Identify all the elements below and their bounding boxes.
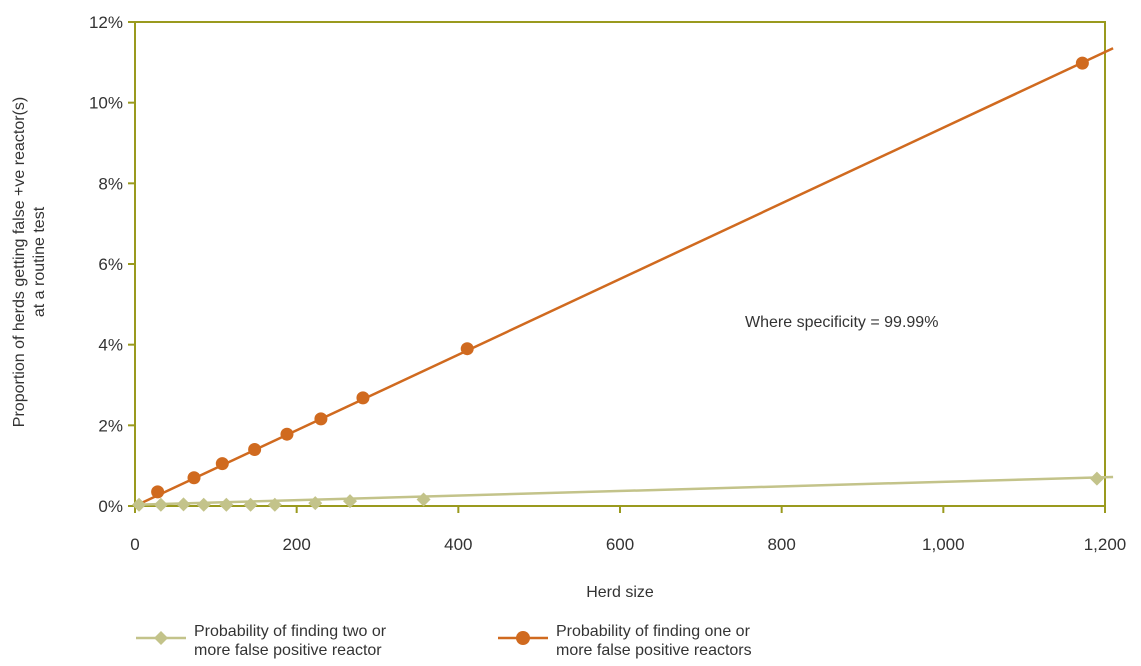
y-tick-label: 2% <box>98 416 123 435</box>
data-point-diamond <box>267 497 282 512</box>
data-point-diamond <box>176 497 191 512</box>
data-point-circle <box>248 443 262 457</box>
data-point-diamond <box>416 492 431 507</box>
plot-border <box>134 21 1106 507</box>
data-point-circle <box>1075 56 1089 70</box>
y-tick-label: 4% <box>98 336 123 355</box>
x-axis-title: Herd size <box>586 584 654 601</box>
legend-entry-two-or-more: Probability of finding two or more false… <box>136 622 444 660</box>
data-point-circle <box>187 471 201 485</box>
plot-frame <box>134 21 1106 507</box>
data-point-circle <box>215 457 229 471</box>
data-point-circle <box>460 342 474 356</box>
legend-entry-one-or-more: Probability of finding one or more false… <box>498 622 821 660</box>
data-point-diamond <box>219 497 234 512</box>
y-axis-title-line-2: at a routine test <box>31 206 48 317</box>
circle-marker-icon <box>498 631 548 645</box>
data-point-circle <box>280 427 294 441</box>
x-tick-label: 0 <box>130 535 139 554</box>
x-axis: 0 200 400 600 800 1,000 1,200 <box>130 506 1126 554</box>
legend: Probability of finding two or more false… <box>136 622 875 660</box>
x-tick-label: 600 <box>606 535 634 554</box>
y-axis-title: Proportion of herds getting false +ve re… <box>11 97 48 427</box>
data-point-circle <box>356 391 370 405</box>
y-tick-label: 10% <box>89 94 123 113</box>
chart: 0% 2% 4% 6% 8% 10% 12% 0 200 400 600 800 1,000 1,200… <box>11 13 1126 601</box>
specificity-annotation: Where specificity = 99.99% <box>745 314 938 331</box>
data-point-circle <box>151 485 165 499</box>
x-tick-label: 1,000 <box>922 535 965 554</box>
y-tick-label: 12% <box>89 13 123 32</box>
data-point-diamond <box>132 497 147 512</box>
y-tick-label: 8% <box>98 174 123 193</box>
x-tick-label: 400 <box>444 535 472 554</box>
data-point-diamond <box>153 497 168 512</box>
data-point-diamond <box>1089 471 1104 486</box>
y-tick-label: 0% <box>98 497 123 516</box>
x-tick-label: 200 <box>282 535 310 554</box>
data-point-diamond <box>196 497 211 512</box>
series-points <box>132 56 1104 512</box>
x-tick-label: 1,200 <box>1084 535 1127 554</box>
legend-label-two-or-more: Probability of finding two or more false… <box>194 623 387 659</box>
series-lines <box>134 47 1114 508</box>
series-line-1 <box>134 475 1114 507</box>
data-point-diamond <box>308 496 323 511</box>
y-axis-title-line-1: Proportion of herds getting false +ve re… <box>11 97 28 427</box>
data-point-diamond <box>343 494 358 509</box>
data-point-diamond <box>243 497 258 512</box>
diamond-marker-icon <box>136 631 186 645</box>
series-line-2 <box>134 47 1114 508</box>
data-point-circle <box>314 412 328 426</box>
x-tick-label: 800 <box>767 535 795 554</box>
y-tick-label: 6% <box>98 255 123 274</box>
legend-label-one-or-more: Probability of finding one or more false… <box>556 623 752 659</box>
y-axis: 0% 2% 4% 6% 8% 10% 12% <box>89 13 135 516</box>
